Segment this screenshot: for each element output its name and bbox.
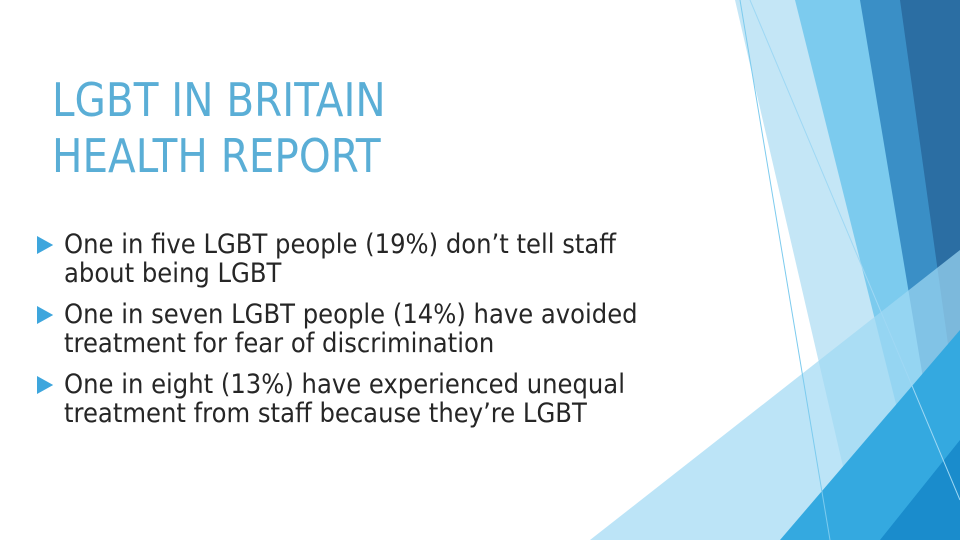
shape bbox=[880, 440, 960, 540]
bullet-text: One in five LGBT people (19%) don’t tell… bbox=[64, 229, 617, 260]
title: LGBT IN BRITAIN HEALTH REPORT bbox=[52, 72, 386, 184]
accent-line bbox=[739, 0, 831, 540]
bullet-arrow bbox=[37, 306, 54, 324]
title-line: LGBT IN BRITAIN bbox=[52, 73, 386, 127]
bullet: One in eight (13%) have experienced uneq… bbox=[28, 366, 638, 430]
bullet-arrow bbox=[37, 236, 54, 254]
bullet-text: about being LGBT bbox=[64, 258, 282, 289]
bullet-text: One in eight (13%) have experienced uneq… bbox=[64, 369, 625, 400]
title-line: HEALTH REPORT bbox=[52, 129, 381, 183]
shape bbox=[780, 330, 960, 540]
bullet-text: One in seven LGBT people (14%) have avoi… bbox=[64, 299, 638, 330]
bullet-text: treatment for fear of discrimination bbox=[64, 328, 495, 359]
bullet-arrow bbox=[37, 376, 54, 394]
accent-line bbox=[749, 0, 960, 501]
bullet: One in five LGBT people (19%) don’t tell… bbox=[28, 226, 638, 290]
bullet-list: One in five LGBT people (19%) don’t tell… bbox=[28, 226, 705, 436]
bullet-text: treatment from staff because they’re LGB… bbox=[64, 398, 587, 429]
bullet: One in seven LGBT people (14%) have avoi… bbox=[28, 296, 638, 360]
